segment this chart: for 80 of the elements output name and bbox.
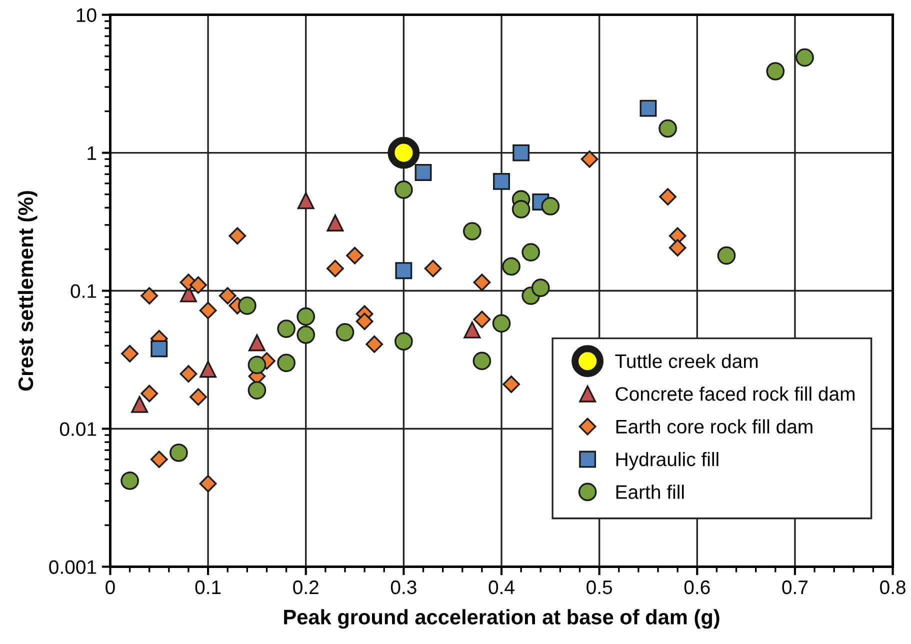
point — [512, 200, 530, 218]
point — [277, 320, 296, 338]
point — [228, 227, 246, 245]
point — [180, 365, 198, 383]
point — [424, 260, 442, 278]
legend-label: Tuttle creek dam — [615, 354, 758, 368]
point — [472, 352, 492, 370]
point — [640, 100, 657, 117]
point — [326, 260, 344, 278]
x-tick-label: 0.4 — [488, 580, 514, 594]
point — [199, 474, 217, 492]
point — [200, 360, 217, 378]
point — [199, 302, 217, 320]
point — [473, 274, 491, 292]
point — [541, 197, 560, 216]
y-axis-title: Crest settlement (%) — [18, 191, 38, 391]
x-tick-label: 0.3 — [390, 580, 416, 594]
point — [580, 150, 598, 168]
point — [414, 164, 432, 181]
point — [462, 222, 482, 240]
point — [395, 262, 412, 280]
point — [277, 354, 296, 372]
y-tick-label: 1 — [88, 146, 96, 160]
point — [502, 376, 520, 393]
x-tick-label: 0 — [106, 580, 115, 594]
point — [296, 326, 316, 344]
legend-label: Earth fill — [616, 484, 684, 499]
point — [248, 334, 266, 352]
x-tick-label: 0.1 — [195, 580, 221, 594]
point — [248, 381, 266, 400]
x-tick-label: 0.2 — [293, 580, 318, 594]
point — [326, 214, 344, 232]
x-tick-label: 0.5 — [586, 580, 612, 594]
point — [131, 396, 148, 413]
point — [796, 48, 814, 67]
legend-label: Hydraulic fill — [616, 452, 718, 470]
point — [502, 257, 520, 276]
point — [336, 323, 354, 342]
point — [473, 310, 491, 328]
point — [766, 62, 785, 80]
point — [394, 332, 413, 351]
y-tick-label: 0.01 — [60, 422, 96, 436]
point — [512, 144, 530, 162]
point — [140, 384, 158, 402]
point — [356, 312, 374, 330]
point — [190, 388, 207, 406]
x-axis-title: Peak ground acceleration at base of dam (g) — [284, 609, 720, 629]
point — [492, 314, 511, 333]
point — [190, 276, 207, 294]
y-tick-label: 0.1 — [70, 284, 96, 298]
point — [658, 119, 677, 138]
x-tick-label: 0.6 — [684, 580, 710, 594]
point — [297, 192, 314, 210]
x-tick-label: 0.7 — [782, 580, 808, 594]
point — [346, 246, 364, 264]
point — [493, 172, 510, 190]
point — [388, 136, 420, 169]
point — [170, 444, 188, 462]
legend-label: Earth core rock fill dam — [616, 419, 812, 434]
point — [659, 188, 676, 206]
point — [531, 278, 550, 298]
point — [717, 246, 736, 265]
point — [248, 356, 266, 374]
y-tick-label: 0.001 — [49, 560, 96, 574]
point — [140, 287, 158, 304]
point — [394, 180, 413, 199]
point — [296, 307, 316, 326]
point — [218, 287, 236, 304]
point — [522, 243, 540, 262]
point — [238, 296, 256, 315]
legend-label: Concrete faced rock fill dam — [616, 386, 854, 401]
point — [121, 344, 138, 362]
point — [366, 336, 384, 353]
point — [464, 321, 481, 338]
point — [150, 340, 168, 358]
point — [668, 239, 686, 256]
y-tick-label: 10 — [76, 8, 96, 22]
x-tick-label: 0.8 — [880, 580, 906, 594]
point — [150, 450, 168, 468]
point — [120, 472, 139, 490]
